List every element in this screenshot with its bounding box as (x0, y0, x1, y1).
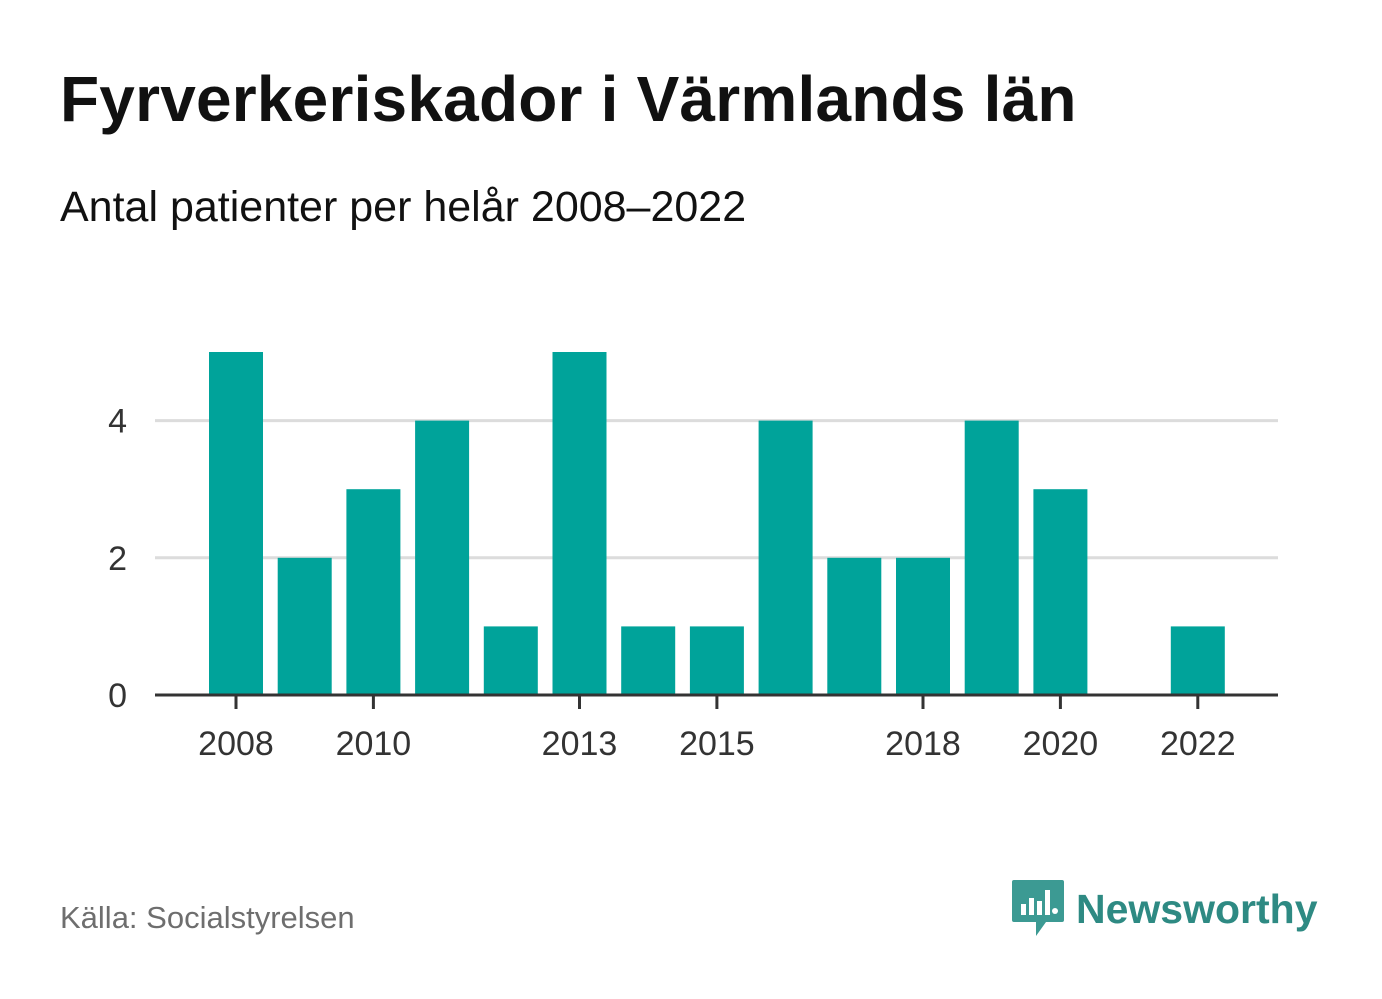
brand-logo: Newsworthy (1010, 878, 1318, 940)
bar-2010 (346, 489, 401, 695)
bar-2012 (483, 626, 538, 695)
x-tick-label: 2008 (198, 725, 274, 763)
bar-2008 (209, 352, 263, 695)
y-tick-label: 2 (108, 540, 127, 578)
x-tick-label: 2018 (885, 725, 961, 763)
x-tick-label: 2010 (336, 725, 412, 763)
x-tick-label: 2013 (542, 725, 618, 763)
y-tick-label: 4 (108, 403, 127, 441)
chart-subtitle: Antal patienter per helår 2008–2022 (60, 183, 747, 231)
bar-2014 (621, 626, 676, 695)
x-tick-label: 2022 (1160, 725, 1236, 763)
bar-2015 (689, 626, 744, 695)
source-note: Källa: Socialstyrelsen (60, 900, 355, 935)
x-tick-label: 2015 (679, 725, 755, 763)
bar-2013 (552, 352, 607, 695)
bar-2009 (277, 557, 332, 695)
bar-2018 (896, 557, 950, 695)
bar-2016 (758, 420, 813, 695)
bar-2019 (964, 420, 1019, 695)
bar-chart: 0 2 4 2008 2010 2013 2015 2018 2020 2022 (108, 352, 1278, 763)
bar-2020 (1033, 489, 1088, 695)
bar-2022 (1170, 626, 1225, 695)
bar-2011 (415, 420, 470, 695)
y-tick-label: 0 (108, 677, 127, 715)
bar-2017 (827, 557, 882, 695)
bar-chart-speech-bubble-icon (1012, 880, 1064, 936)
x-tick-label: 2020 (1023, 725, 1099, 763)
chart-title: Fyrverkeriskador i Värmlands län (60, 63, 1077, 135)
brand-name: Newsworthy (1076, 885, 1318, 932)
